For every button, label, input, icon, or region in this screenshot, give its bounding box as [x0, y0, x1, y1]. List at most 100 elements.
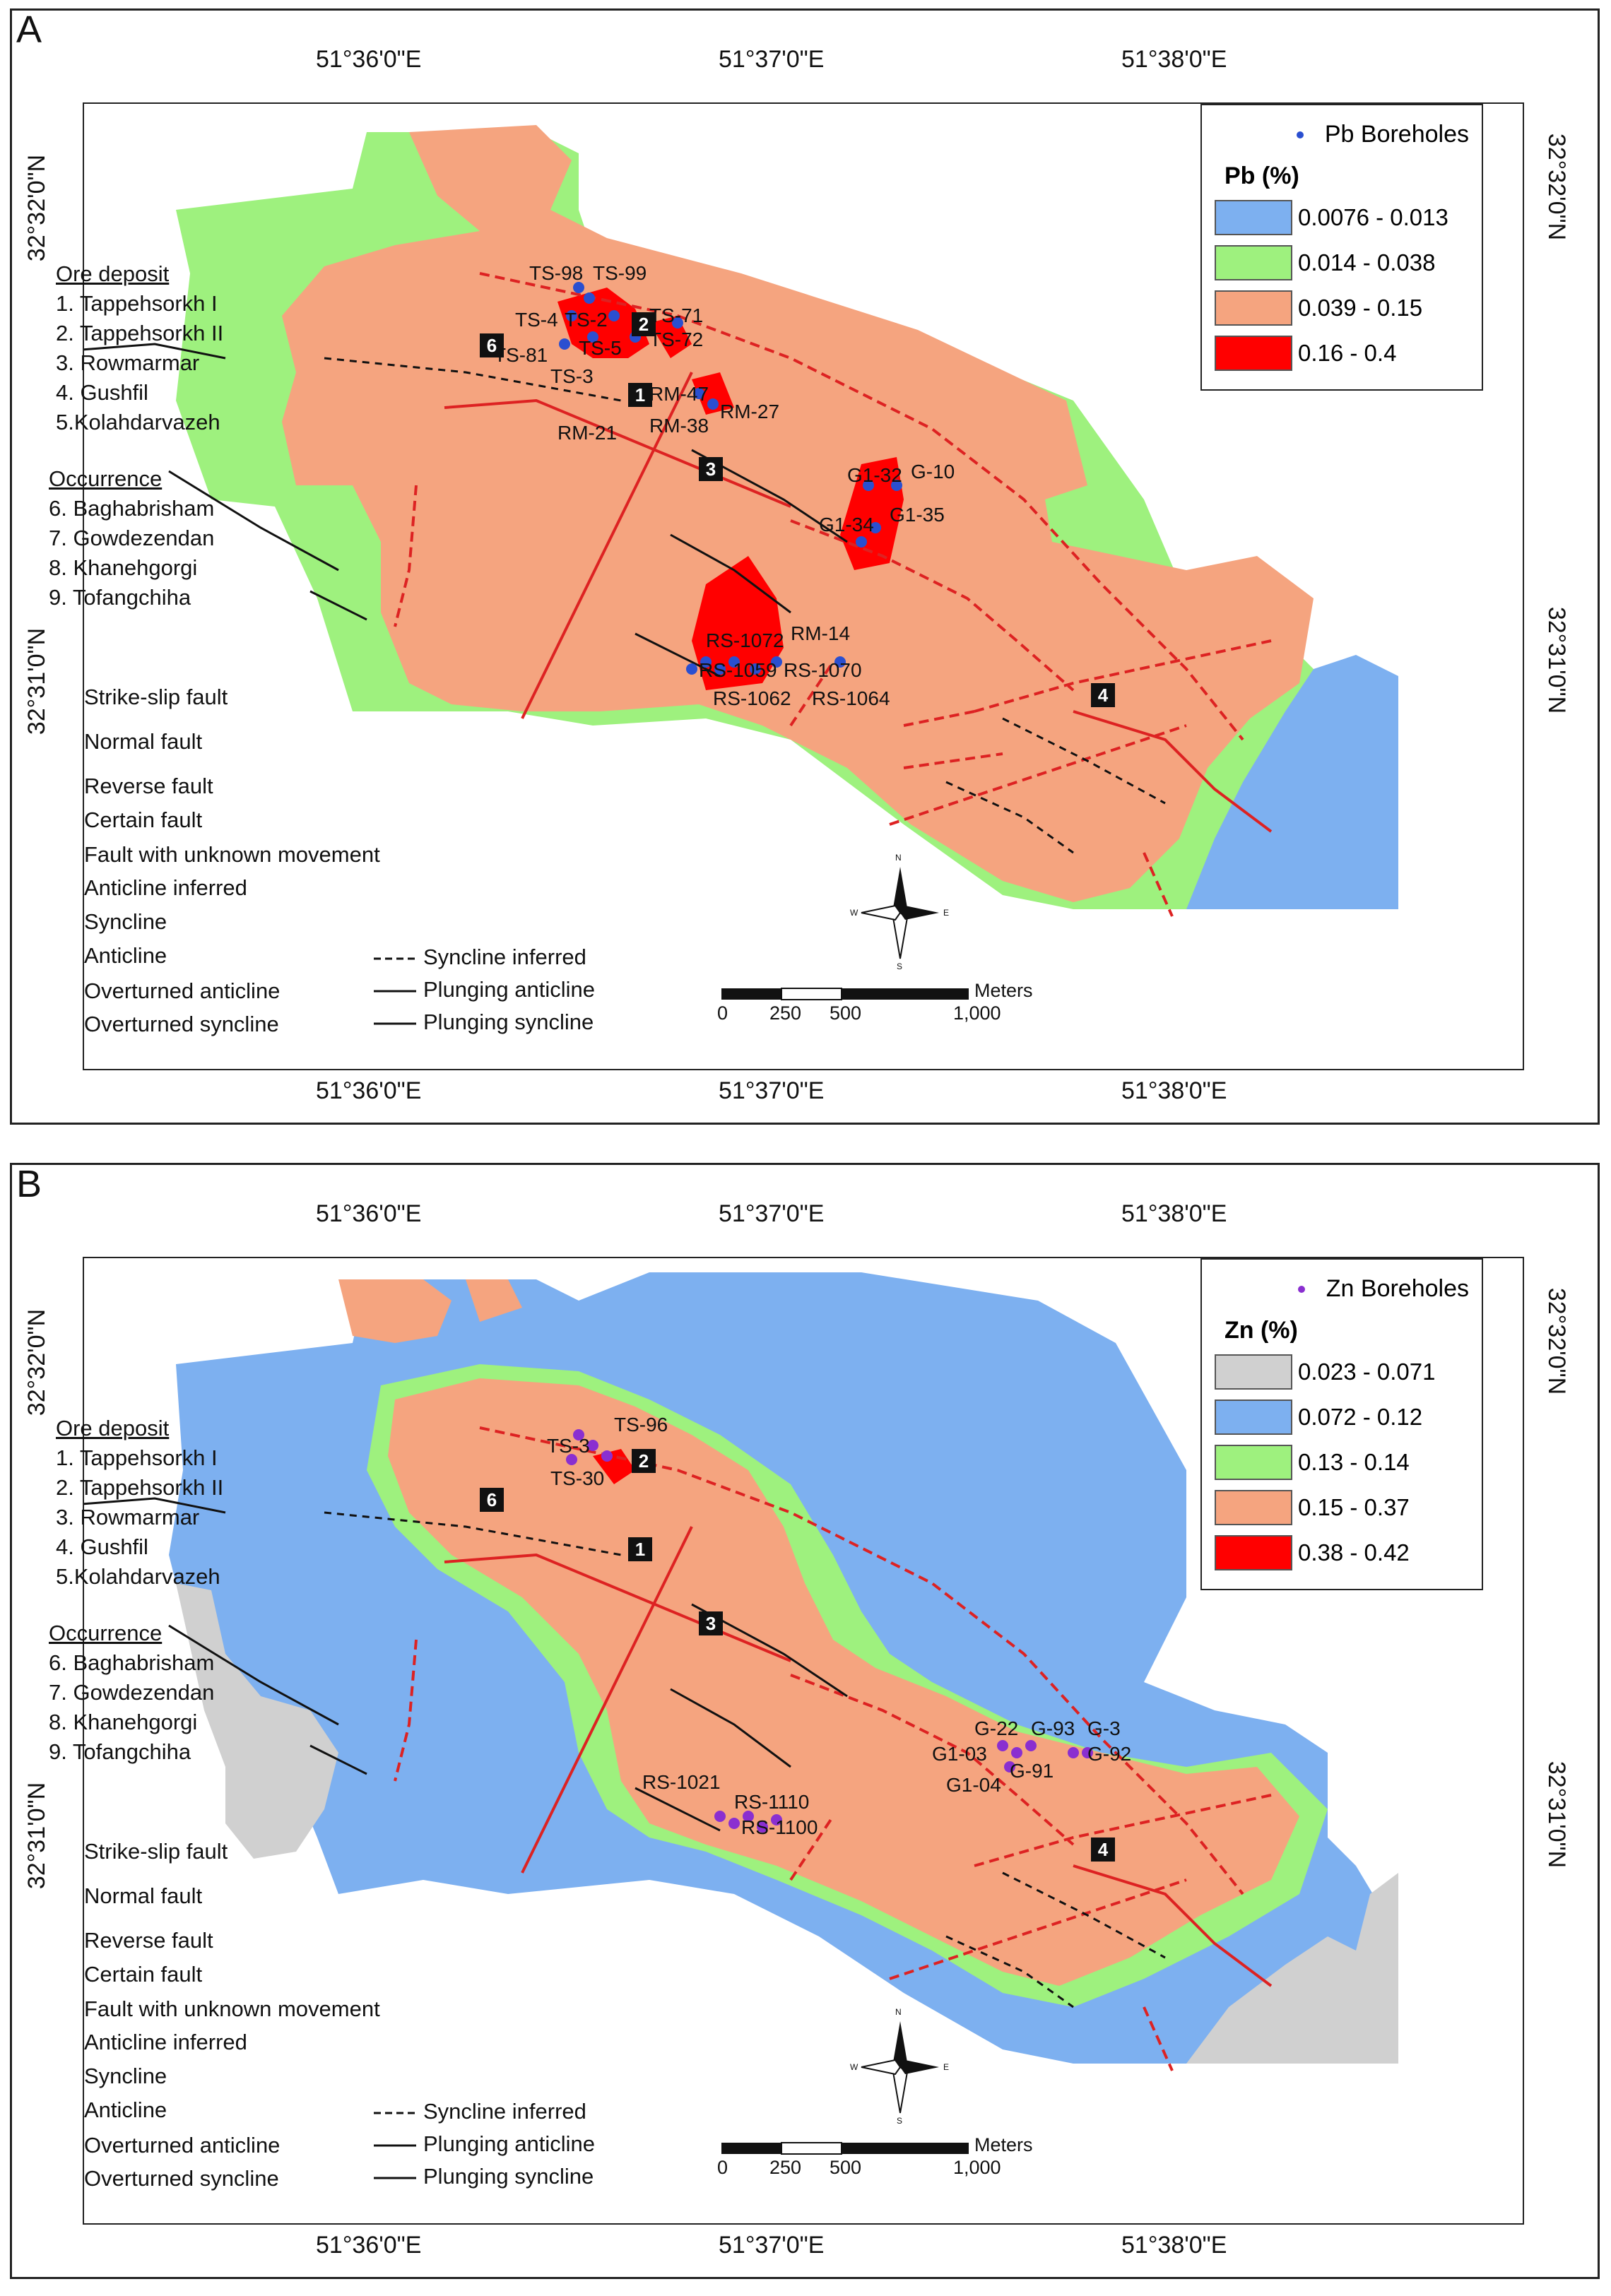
class-range: 0.023 - 0.071	[1298, 1359, 1436, 1385]
occurrence-item: 8. Khanehgorgi	[49, 1710, 198, 1734]
scale-tick: 0	[717, 1002, 728, 1024]
legend-class: 0.0076 - 0.013	[1215, 200, 1469, 235]
bh-label: TS-99	[593, 262, 647, 284]
bh-label: G-22	[974, 1717, 1019, 1739]
fold-legend-item: Anticline	[84, 2097, 167, 2122]
ore-deposit-item: 5.Kolahdarvazeh	[56, 410, 220, 434]
ore-deposit-item: 4. Gushfil	[56, 380, 148, 405]
fault-legend-item: Normal fault	[84, 729, 203, 754]
legend-title: Pb (%)	[1225, 162, 1299, 189]
legend-class: 0.13 - 0.14	[1215, 1445, 1469, 1480]
occurrence-item: 7. Gowdezendan	[49, 1680, 215, 1705]
bh-label: RS-1100	[741, 1816, 818, 1838]
bh-label: G1-34	[819, 514, 874, 535]
map-frame: TS-96 TS-3 TS-30 G-22 G-93 G-3 G1-03 G-9…	[49, 1257, 1524, 2225]
bh-label: G1-35	[890, 504, 945, 526]
compass-e: E	[943, 2062, 950, 2072]
fold-legend-item: Anticline	[84, 943, 167, 968]
zn-boreholes	[566, 1429, 1093, 1833]
legend-points: Pb Boreholes	[1215, 121, 1469, 148]
class-swatch	[1215, 200, 1292, 235]
ore-deposit-item: 4. Gushfil	[56, 1534, 148, 1559]
occurrence-item: 9. Tofangchiha	[49, 585, 191, 610]
point-symbol-icon	[1297, 1285, 1305, 1293]
occurrence-item: 9. Tofangchiha	[49, 1739, 191, 1764]
fold-legend-item: Plunging syncline	[423, 1010, 594, 1034]
scale-tick: 250	[769, 1002, 802, 1024]
bh-label: RS-1072	[706, 629, 784, 651]
class-swatch	[1215, 1354, 1292, 1390]
legend-title: Zn (%)	[1225, 1317, 1298, 1344]
class-swatch	[1215, 336, 1292, 371]
class-range: 0.0076 - 0.013	[1298, 204, 1448, 230]
zone-red-3	[692, 372, 734, 415]
class-range: 0.014 - 0.038	[1298, 249, 1436, 276]
bh-label: RS-1064	[812, 687, 890, 709]
zone-gray-2	[1186, 1873, 1398, 2064]
panel-label: B	[16, 1163, 42, 1205]
occurrence-list: Occurrence 6. Baghabrisham 7. Gowdezenda…	[49, 464, 214, 613]
bh-label: TS-2	[565, 309, 608, 331]
coord-bottom-1: 51°36'0"E	[316, 2232, 422, 2259]
scale-tick: 0	[717, 2157, 728, 2178]
bh-label: RS-1021	[642, 1771, 721, 1793]
bh-label: TS-30	[550, 1467, 605, 1489]
ore-deposit-item: 1. Tappehsorkh I	[56, 1445, 218, 1470]
faults	[394, 272, 1273, 917]
fault-legend-item: Reverse fault	[84, 1928, 213, 1953]
class-swatch	[1215, 290, 1292, 326]
zone-red-1	[557, 288, 649, 358]
folds	[84, 343, 1166, 854]
scale-bar-graphic	[721, 988, 969, 1000]
bh-label: RM-38	[649, 415, 709, 437]
deposit-marker-3: 3	[699, 1611, 723, 1635]
bh-label: RM-14	[791, 622, 851, 644]
occurrence-item: 6. Baghabrisham	[49, 496, 215, 521]
pb-boreholes	[559, 282, 902, 675]
fold-legend-item: Overturned syncline	[84, 2166, 279, 2191]
zn-map	[84, 1272, 1398, 2071]
bh-label: RM-27	[720, 401, 780, 422]
coord-left-2: 32°31'0"N	[23, 1782, 51, 1890]
occurrence-item: 6. Baghabrisham	[49, 1650, 215, 1675]
fold-legend-item: Overturned anticline	[84, 2133, 281, 2158]
class-swatch	[1215, 245, 1292, 280]
class-range: 0.15 - 0.37	[1298, 1494, 1410, 1520]
zone-salmon-3	[466, 1279, 522, 1322]
scale-tick: 250	[769, 2157, 802, 2178]
bh-label: G1-03	[932, 1743, 987, 1765]
ore-deposit-list: Ore deposit 1. Tappehsorkh I 2. Tappehso…	[56, 1414, 223, 1592]
fault-legend-item: Strike-slip fault	[84, 1839, 228, 1864]
occurrence-heading: Occurrence	[49, 466, 163, 491]
bh-label: TS-3	[547, 1435, 590, 1457]
class-range: 0.039 - 0.15	[1298, 295, 1423, 321]
scale-bar: 0 250 500 1,000 Meters	[717, 980, 1052, 1047]
legend-points-label: Pb Boreholes	[1324, 121, 1469, 148]
compass-w: W	[850, 2062, 858, 2072]
ore-deposit-list: Ore deposit 1. Tappehsorkh I 2. Tappehso…	[56, 259, 223, 437]
zone-salmon-2	[338, 1279, 452, 1343]
coord-left-1: 32°32'0"N	[23, 1308, 51, 1416]
bh-label: G-93	[1031, 1717, 1075, 1739]
deposit-marker-6: 6	[480, 333, 504, 357]
coord-top-1: 51°36'0"E	[316, 1200, 422, 1227]
fold-legend-item: Anticline inferred	[84, 875, 247, 900]
bh-label: G1-04	[946, 1774, 1001, 1796]
coord-bottom-3: 51°38'0"E	[1121, 1077, 1227, 1104]
scale-tick: 1,000	[953, 1002, 1001, 1024]
fault-legend-item: Certain fault	[84, 807, 203, 832]
map-frame: TS-98 TS-99 TS-4 TS-2 TS-71 TS-72 TS-81 …	[49, 102, 1524, 1070]
bh-label: G1-32	[847, 464, 902, 486]
deposit-marker-2: 2	[632, 312, 656, 336]
deposit-marker-1: 1	[628, 383, 652, 407]
coord-right-1: 32°32'0"N	[1543, 133, 1571, 241]
occurrence-item: 7. Gowdezendan	[49, 526, 215, 550]
panel-label: A	[16, 8, 42, 51]
legend-class: 0.072 - 0.12	[1215, 1400, 1469, 1435]
fold-legend-item: Overturned anticline	[84, 978, 281, 1003]
fault-legend-item: Strike-slip fault	[84, 685, 228, 709]
class-swatch	[1215, 1400, 1292, 1435]
ore-deposit-item: 5.Kolahdarvazeh	[56, 1564, 220, 1589]
deposit-marker-3: 3	[699, 457, 723, 481]
bh-label: TS-5	[579, 337, 622, 359]
